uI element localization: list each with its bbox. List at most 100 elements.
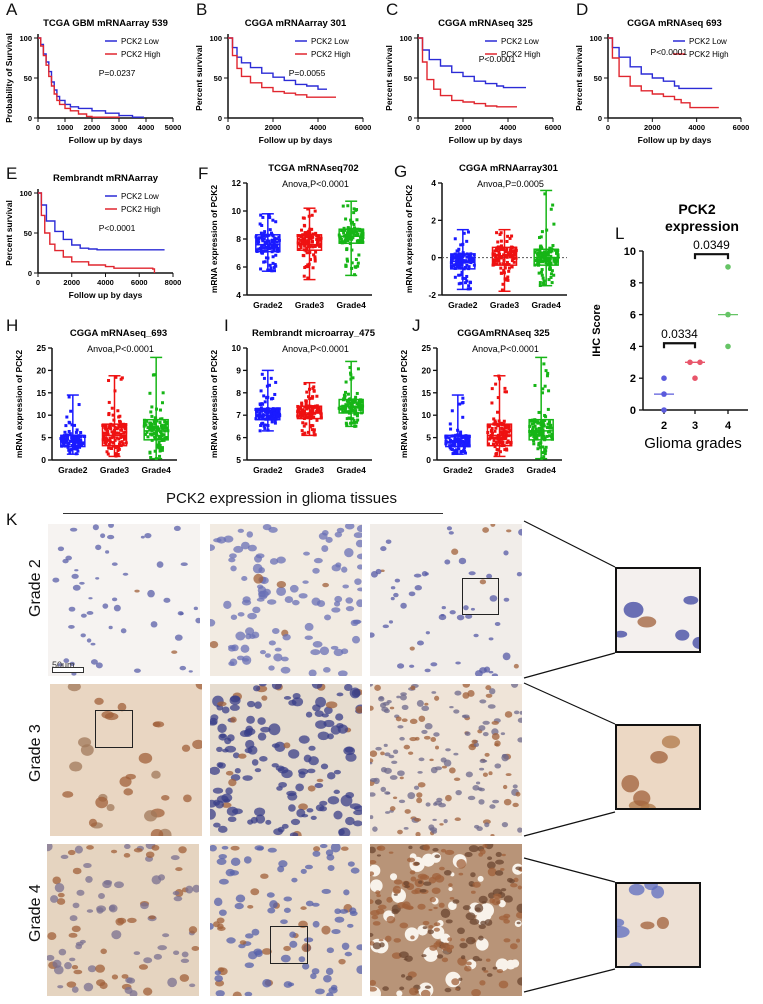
survival-chart-b: CGGA mRNAarray 301 0 50 100 0 2000 4000 6000 Fol…: [194, 18, 372, 145]
x-tick-label: Grade2: [448, 300, 478, 310]
svg-text:2000: 2000: [63, 278, 80, 287]
svg-text:5: 5: [426, 433, 431, 443]
survival-curve: [38, 192, 165, 251]
svg-text:0: 0: [36, 278, 40, 287]
svg-text:100: 100: [399, 34, 412, 43]
x-tick-label: Grade3: [295, 465, 325, 475]
svg-text:4: 4: [431, 178, 436, 188]
legend-entry: PCK2 High: [501, 50, 541, 59]
svg-text:25: 25: [422, 343, 432, 353]
box-grade3: [296, 381, 323, 437]
svg-text:6000: 6000: [131, 278, 148, 287]
svg-text:0: 0: [416, 123, 420, 132]
y-axis-label: mRNA expression of PCK2: [209, 350, 219, 459]
row-label-grade-3: Grade 3: [27, 724, 44, 782]
data-point: [725, 343, 731, 350]
svg-text:0: 0: [28, 269, 32, 278]
comparison-p-value: 0.0334: [661, 327, 698, 341]
survival-curve: [418, 37, 526, 89]
svg-text:8: 8: [236, 234, 241, 244]
svg-text:0: 0: [408, 114, 412, 123]
data-point: [692, 375, 698, 381]
box-grade3: [101, 375, 128, 458]
x-axis-label: Glioma grades: [644, 435, 742, 452]
svg-text:6: 6: [630, 310, 636, 322]
chart-title: CGGAmRNAseq 325: [457, 328, 550, 339]
survival-curve: [608, 37, 719, 109]
anova-p-value: Anvoa,P<0.0001: [87, 344, 154, 354]
data-point: [661, 407, 667, 413]
svg-text:3000: 3000: [111, 123, 128, 132]
svg-text:50: 50: [214, 74, 222, 83]
y-axis-label: mRNA expression of PCK2: [399, 350, 409, 459]
ihc-image-grade2-1: 50um: [48, 524, 200, 676]
svg-text:10: 10: [232, 206, 242, 216]
svg-text:4000: 4000: [138, 123, 155, 132]
x-axis-label: Follow up by days: [69, 290, 143, 300]
legend-entry: PCK2 High: [311, 50, 351, 59]
svg-text:4000: 4000: [97, 278, 114, 287]
data-point: [697, 359, 703, 366]
svg-text:8: 8: [236, 388, 241, 398]
box-grade4: [337, 360, 365, 428]
svg-text:4000: 4000: [310, 123, 327, 132]
svg-text:4000: 4000: [688, 123, 705, 132]
svg-text:0: 0: [606, 123, 610, 132]
svg-text:2000: 2000: [84, 123, 101, 132]
svg-text:50: 50: [24, 229, 32, 238]
x-tick-label: Grade2: [253, 300, 283, 310]
svg-text:6000: 6000: [733, 123, 750, 132]
svg-text:2000: 2000: [644, 123, 661, 132]
svg-text:0: 0: [426, 455, 431, 465]
p-value: P=0.0237: [99, 68, 136, 78]
svg-text:15: 15: [422, 388, 432, 398]
svg-text:100: 100: [19, 34, 32, 43]
svg-text:10: 10: [37, 410, 47, 420]
chart-title: CGGA mRNAseq 693: [627, 18, 722, 29]
data-point: [687, 359, 693, 366]
survival-curve: [38, 37, 120, 118]
chart-title: TCGA GBM mRNAarray 539: [43, 18, 168, 29]
x-tick-label: Grade3: [295, 300, 325, 310]
data-point: [661, 391, 667, 397]
ihc-image-grade2-2: [210, 524, 362, 676]
chart-title: TCGA mRNAseq702: [268, 163, 358, 174]
scale-bar: [52, 667, 84, 673]
svg-text:6000: 6000: [355, 123, 372, 132]
svg-text:2: 2: [431, 215, 436, 225]
survival-curve: [228, 37, 336, 98]
chart-title: CGGA mRNAseq_693: [70, 328, 167, 339]
zoom-inset-grade2: [615, 567, 701, 653]
legend-entry: PCK2 High: [121, 205, 161, 214]
panel-label-b: B: [196, 0, 208, 19]
svg-text:20: 20: [37, 365, 47, 375]
panel-label-d: D: [576, 0, 589, 19]
svg-text:0: 0: [218, 114, 222, 123]
box-grade2: [59, 394, 87, 456]
svg-text:9: 9: [236, 365, 241, 375]
x-tick-label: Grade4: [142, 465, 172, 475]
box-grade2: [449, 228, 476, 291]
legend-entry: PCK2 Low: [121, 37, 159, 46]
chart-title: CGGA mRNAarray301: [459, 163, 559, 174]
svg-text:4: 4: [630, 341, 637, 353]
ihc-image-grade4-2: [210, 844, 362, 996]
svg-text:7: 7: [236, 410, 241, 420]
panel-k-title-underline: [63, 513, 443, 514]
legend-entry: PCK2 High: [121, 50, 161, 59]
box-grade2: [254, 213, 281, 273]
x-tick-label: 4: [725, 420, 732, 432]
survival-chart-d: CGGA mRNAseq 693 0 50 100 0 2000 4000 6000 Follo…: [574, 18, 750, 145]
svg-text:6000: 6000: [545, 123, 562, 132]
svg-text:50: 50: [24, 74, 32, 83]
chart-title: Rembrandt microarray_475: [252, 328, 376, 339]
svg-text:0: 0: [226, 123, 230, 132]
ihc-image-grade3-1: [50, 684, 202, 836]
data-point: [725, 311, 731, 318]
x-tick-label: 2: [661, 420, 667, 432]
svg-text:10: 10: [232, 343, 242, 353]
row-label-grade-2: Grade 2: [27, 559, 44, 617]
comparison-p-value: 0.0349: [693, 238, 730, 252]
box-grade3: [486, 374, 513, 458]
roi-box: [462, 578, 499, 615]
